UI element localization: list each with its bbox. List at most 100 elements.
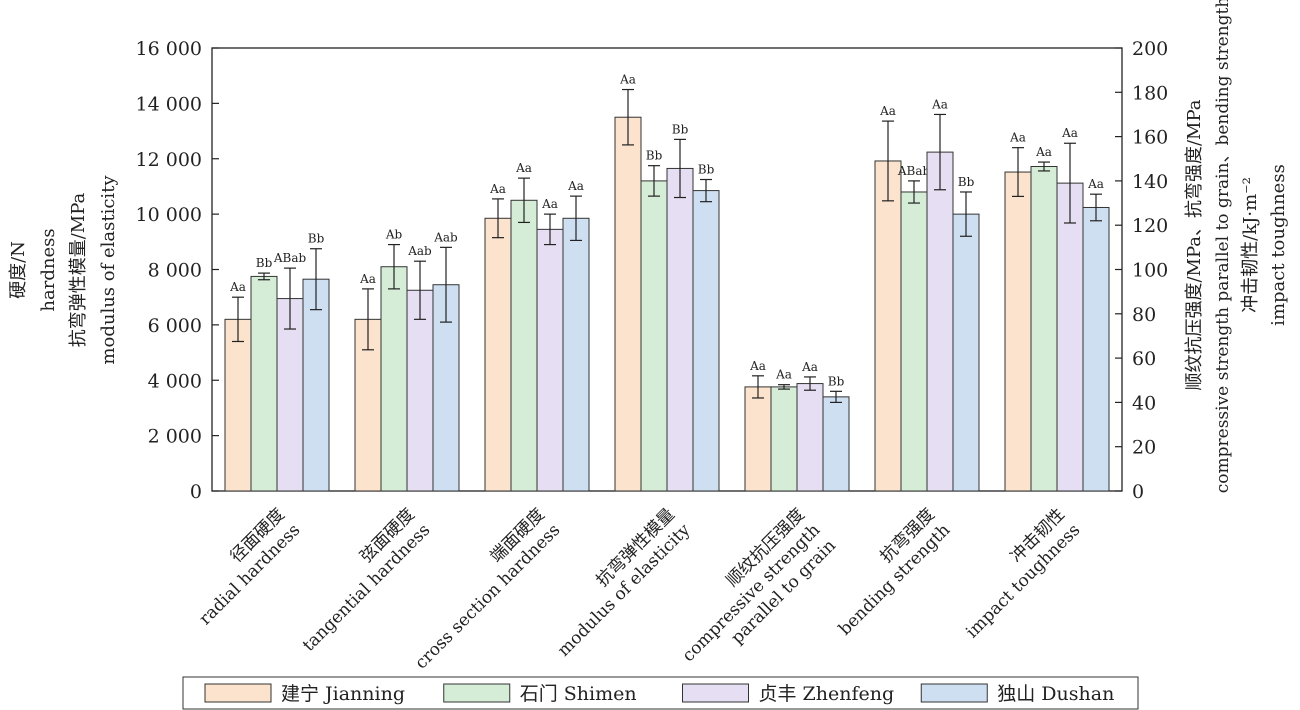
bar	[224, 318, 252, 492]
left-axis-tick-label: 12 000	[136, 149, 202, 171]
significance-label: Aa	[801, 360, 818, 374]
significance-label: Aa	[619, 73, 636, 87]
right-axis-tick-label: 140	[1132, 171, 1168, 193]
left-axis-title-line: modulus of elasticity	[98, 175, 119, 365]
bar	[562, 217, 590, 492]
significance-label: Aa	[1009, 131, 1026, 145]
significance-label: Aa	[775, 368, 792, 382]
category-label-line: compressive strength	[678, 520, 824, 666]
left-axis-tick-label: 8 000	[148, 260, 202, 282]
significance-label: Aa	[749, 359, 766, 373]
bar	[250, 275, 278, 492]
legend-label: 石门 Shimen	[520, 683, 637, 705]
right-axis-tick-label: 160	[1132, 127, 1168, 149]
significance-label: Aa	[567, 179, 584, 193]
significance-label: Bb	[256, 256, 273, 270]
bar	[926, 151, 954, 492]
plot-area: 0 2 000 4 000 6 000 8 000 10 000 12 000 14 000 1…	[136, 38, 1169, 673]
left-axis-tick-label: 4 000	[148, 370, 202, 392]
bar	[276, 298, 304, 492]
bar	[510, 199, 538, 492]
right-axis-tick-label: 80	[1132, 304, 1156, 326]
bar	[874, 160, 902, 492]
right-axis-title-line: 冲击韧性/kJ·m⁻²	[1240, 177, 1261, 313]
significance-label: Aab	[433, 230, 458, 244]
significance-label: Aa	[1035, 145, 1052, 159]
legend-label: 建宁 Jianning	[281, 683, 405, 705]
significance-label: Aa	[489, 182, 506, 196]
significance-label: Bb	[698, 163, 715, 177]
left-axis-tick-label: 6 000	[148, 315, 202, 337]
right-axis-title-line: compressive strength parallel to grain、b…	[1213, 0, 1233, 493]
left-axis-title-line: 抗弯弹性模量/MPa	[68, 192, 89, 347]
right-axis-tick-label: 20	[1132, 437, 1156, 459]
bar	[900, 191, 928, 492]
significance-label: ABab	[273, 251, 307, 265]
right-axis-tick-label: 100	[1132, 260, 1168, 282]
legend: 建宁 Jianning 石门 Shimen 贞丰 Zhenfeng 独山 Dushan	[182, 676, 1139, 710]
right-axis-tick-label: 180	[1132, 82, 1168, 104]
category-label-line: cross section hardness	[411, 520, 564, 673]
bar	[406, 289, 434, 492]
significance-label: Aa	[541, 197, 558, 211]
significance-label: Aa	[879, 104, 896, 118]
left-axis-tick-label: 10 000	[136, 204, 202, 226]
bar	[302, 278, 330, 492]
significance-label: Aa	[1087, 177, 1104, 191]
right-axis-tick-label: 200	[1132, 38, 1168, 60]
bar	[796, 383, 824, 492]
significance-label: Aa	[931, 97, 948, 111]
left-axis-tick-label: 2 000	[148, 426, 202, 448]
significance-label: Aa	[1061, 126, 1078, 140]
bar	[614, 116, 642, 492]
bar	[666, 167, 694, 492]
left-axis-tick-label: 16 000	[136, 38, 202, 60]
bar	[744, 386, 772, 492]
category-label-line: modulus of elasticity	[554, 520, 695, 661]
bar	[380, 266, 408, 492]
bar	[692, 190, 720, 492]
significance-label: Bb	[308, 232, 325, 246]
significance-label: Bb	[828, 374, 845, 388]
bar	[770, 386, 798, 492]
bar	[1082, 206, 1110, 492]
bar	[1056, 182, 1084, 492]
right-axis-title-line: impact toughness	[1268, 164, 1289, 326]
legend-label: 贞丰 Zhenfeng	[759, 683, 895, 705]
bar	[1004, 171, 1032, 492]
bar	[536, 228, 564, 492]
left-axis-tick-label: 14 000	[136, 93, 202, 115]
bar	[822, 396, 850, 492]
significance-label: Aab	[407, 244, 432, 258]
significance-label: ABab	[897, 164, 931, 178]
legend-swatch	[920, 683, 988, 703]
significance-label: Aa	[359, 272, 376, 286]
significance-label: Aa	[515, 161, 532, 175]
right-axis-title-line: 顺纹抗压强度/MPa、抗弯强度/MPa	[1184, 99, 1205, 390]
right-axis-tick-label: 0	[1132, 481, 1144, 503]
legend-swatch	[682, 683, 749, 703]
significance-label: Bb	[672, 122, 689, 136]
legend-swatch	[443, 683, 511, 703]
bar	[484, 217, 512, 492]
bar	[1030, 166, 1058, 492]
significance-label: Ab	[385, 228, 403, 242]
right-axis-tick-label: 120	[1132, 215, 1168, 237]
right-axis-tick-label: 40	[1132, 392, 1156, 414]
significance-label: Aa	[229, 280, 246, 294]
legend-swatch	[204, 683, 272, 703]
right-axis-tick-label: 60	[1132, 348, 1156, 370]
left-axis-title-line: 硬度/N	[8, 241, 29, 299]
significance-label: Bb	[958, 175, 975, 189]
left-axis-title: 硬度/N hardness 抗弯弹性模量/MPa modulus of elas…	[8, 175, 119, 365]
left-axis-title-line: hardness	[38, 228, 59, 311]
legend-label: 独山 Dushan	[997, 683, 1114, 705]
bar	[640, 180, 668, 492]
left-axis-tick-label: 0	[190, 481, 202, 503]
bar	[952, 213, 980, 492]
